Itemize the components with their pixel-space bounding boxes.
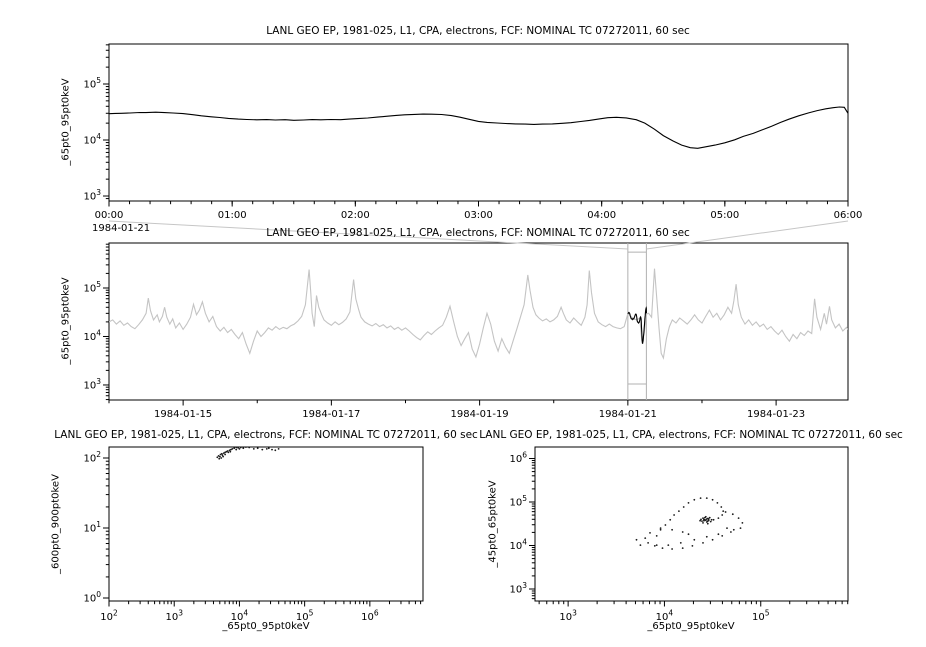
tick-label: 105 bbox=[752, 609, 770, 624]
tick-label: 102 bbox=[83, 450, 101, 465]
tick-label: 102 bbox=[100, 609, 118, 624]
tick-label: 06:00 bbox=[834, 210, 863, 221]
tick-label: 100 bbox=[83, 590, 101, 605]
tick-label: 04:00 bbox=[587, 210, 616, 221]
plot-detail-ylabel: _65pt0_95pt0keV bbox=[60, 78, 72, 166]
plot-scatter-left-title: LANL GEO EP, 1981-025, L1, CPA, electron… bbox=[54, 429, 478, 441]
zoom-highlight-box[interactable] bbox=[627, 243, 647, 400]
data-line bbox=[627, 306, 647, 344]
tick-label: 103 bbox=[165, 609, 183, 624]
axis-ticks bbox=[103, 243, 777, 406]
plot-scatter-right-title: LANL GEO EP, 1981-025, L1, CPA, electron… bbox=[479, 429, 903, 441]
zoom-connector-lines bbox=[108, 220, 849, 250]
plot-frame bbox=[108, 242, 849, 401]
tick-label: 1984-01-17 bbox=[302, 409, 360, 420]
axis-ticks bbox=[103, 457, 422, 607]
tick-label: 105 bbox=[83, 76, 101, 91]
tick-label: 03:00 bbox=[464, 210, 493, 221]
axis-ticks bbox=[103, 44, 849, 207]
plot-frame bbox=[108, 446, 424, 602]
tick-label: 00:00 bbox=[95, 210, 124, 221]
tick-label: 103 bbox=[509, 581, 527, 596]
tick-label: 1984-01-15 bbox=[154, 409, 212, 420]
tick-label: 02:00 bbox=[341, 210, 370, 221]
plot-scatter-right-xlabel: _65pt0_95pt0keV bbox=[647, 621, 735, 632]
tick-label: 106 bbox=[509, 450, 527, 465]
plot-context-timeseries[interactable]: 1984-01-15 1984-01-17 1984-01-19 1984-01-21… bbox=[83, 242, 849, 420]
tick-label: 01:00 bbox=[218, 210, 247, 221]
plot-frame bbox=[534, 446, 849, 602]
axis-tick-labels: 1984-01-15 1984-01-17 1984-01-19 1984-01-21… bbox=[83, 280, 805, 420]
tick-label: 1984-01-23 bbox=[747, 409, 805, 420]
context-date-label: 1984-01-21 bbox=[92, 223, 151, 234]
tick-label: 106 bbox=[361, 609, 379, 624]
scatter-series bbox=[216, 447, 280, 460]
plot-scatter-right-ylabel: _45pt0_65pt0keV bbox=[487, 480, 499, 568]
tick-label: 1984-01-21 bbox=[599, 409, 657, 420]
data-line bbox=[109, 268, 848, 360]
tick-label: 1984-01-19 bbox=[451, 409, 509, 420]
tick-label: 105 bbox=[509, 494, 527, 509]
axis-tick-labels: 00:00 01:00 02:00 03:00 04:00 05:00 06:00 103 10… bbox=[83, 76, 862, 221]
tick-label: 103 bbox=[83, 377, 101, 392]
axis-ticks bbox=[529, 457, 849, 607]
plot-context-ylabel: _65pt0_95pt0keV bbox=[60, 277, 72, 365]
plot-detail-title: LANL GEO EP, 1981-025, L1, CPA, electron… bbox=[266, 25, 690, 37]
tick-label: 05:00 bbox=[710, 210, 739, 221]
tick-label: 103 bbox=[559, 609, 577, 624]
tick-label: 104 bbox=[509, 537, 527, 552]
plot-scatter-left-ylabel: _600pt0_900pt0keV bbox=[50, 474, 62, 574]
tick-label: 104 bbox=[83, 132, 101, 147]
data-line bbox=[109, 106, 848, 149]
plot-detail-timeseries[interactable]: 00:00 01:00 02:00 03:00 04:00 05:00 06:00 103 10… bbox=[83, 43, 862, 221]
scatter-series bbox=[635, 497, 744, 550]
plot-frame bbox=[108, 43, 849, 202]
tick-label: 105 bbox=[83, 280, 101, 295]
plot-context-title: LANL GEO EP, 1981-025, L1, CPA, electron… bbox=[266, 227, 690, 239]
tick-label: 104 bbox=[83, 328, 101, 343]
plot-scatter-left-xlabel: _65pt0_95pt0keV bbox=[222, 621, 310, 632]
tick-label: 101 bbox=[83, 520, 101, 535]
tick-label: 103 bbox=[83, 188, 101, 203]
